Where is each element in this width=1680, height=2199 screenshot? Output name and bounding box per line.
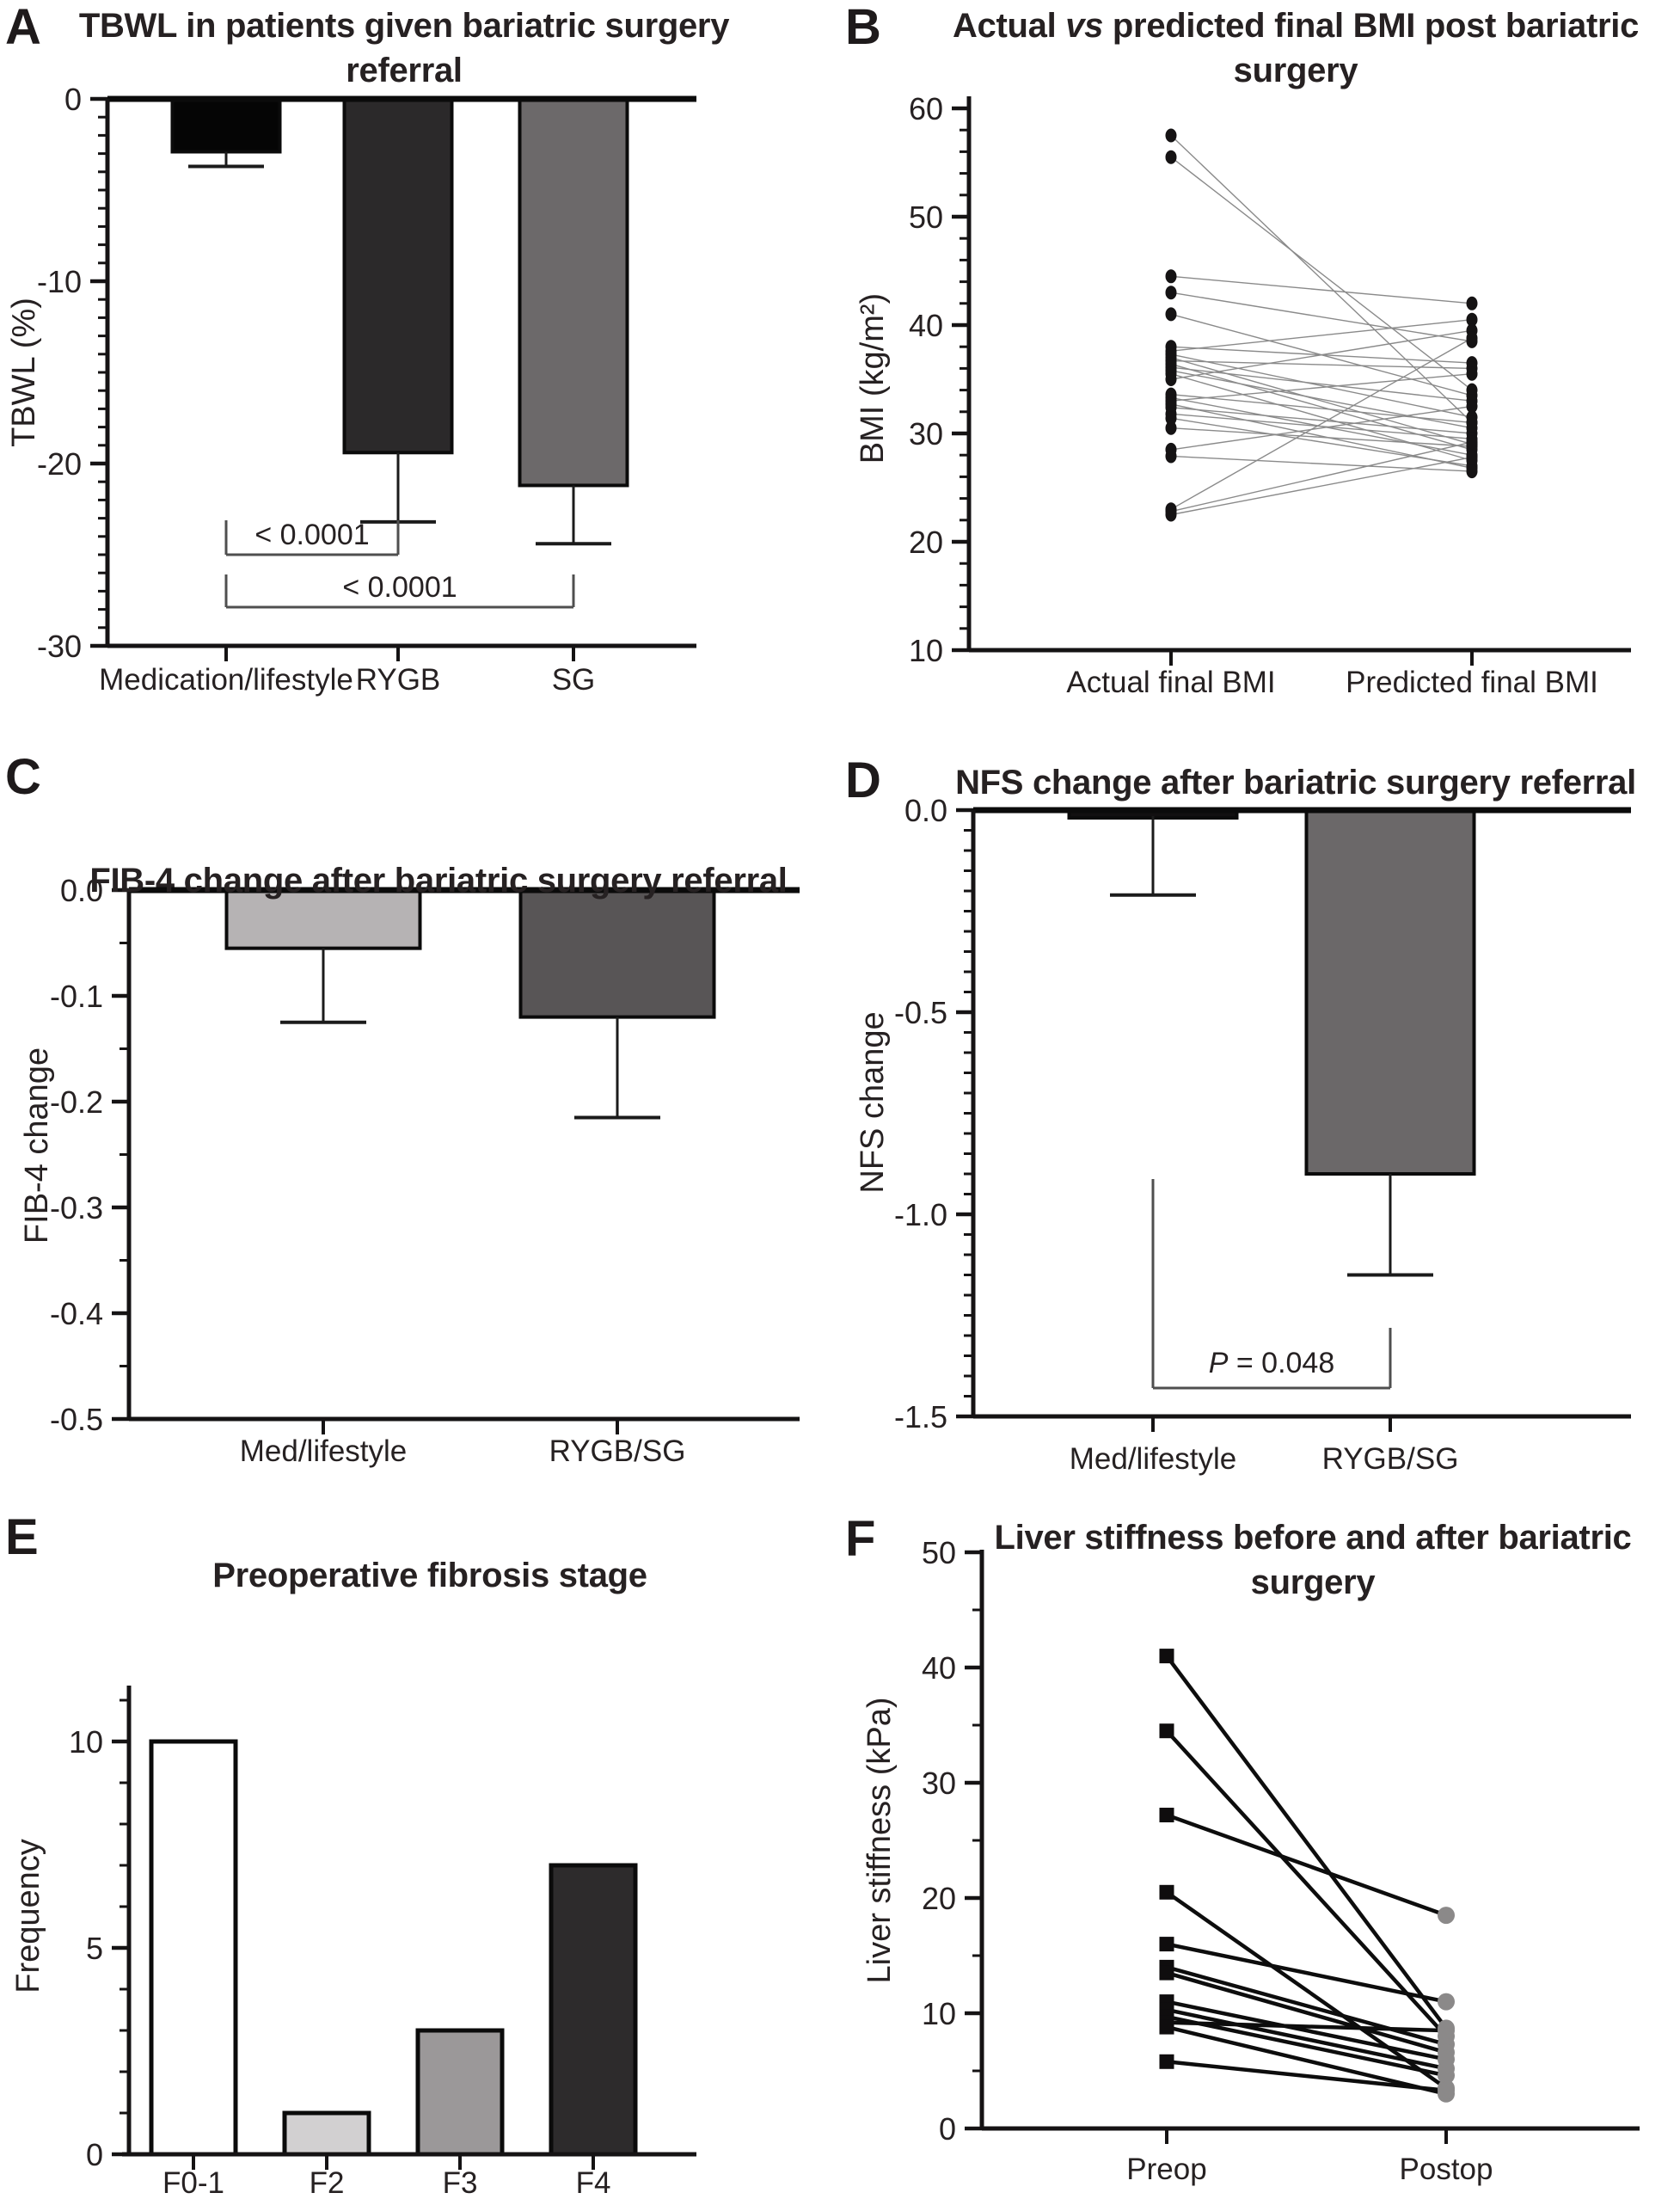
panel-c: C FIB-4 change after bariatric surgery r… [0, 733, 840, 1514]
svg-text:Preop: Preop [1126, 2153, 1206, 2186]
svg-text:0.0: 0.0 [904, 793, 947, 828]
vs-italic: vs [1065, 7, 1104, 45]
panel-b-title-line2: surgery [1233, 52, 1358, 89]
svg-text:50: 50 [922, 1535, 956, 1570]
panel-b-chart: 10 20 30 40 50 60 Actual final BMI Predicted fi… [855, 91, 1631, 699]
svg-text:50: 50 [909, 200, 943, 235]
svg-text:-30: -30 [37, 629, 82, 664]
svg-text:10: 10 [69, 1724, 103, 1760]
svg-text:0: 0 [86, 2137, 103, 2172]
svg-text:P = 0.048: P = 0.048 [1209, 1347, 1335, 1379]
panel-d-label: D [845, 752, 881, 808]
svg-text:RYGB: RYGB [356, 663, 441, 697]
panel-a-title-line2: referral [346, 52, 463, 89]
svg-text:Medication/lifestyle: Medication/lifestyle [99, 663, 353, 697]
panel-e: E Preoperative fibrosis stage 0 5 10 F0-1 F2… [0, 1509, 840, 2199]
svg-text:Med/lifestyle: Med/lifestyle [240, 1434, 408, 1468]
svg-text:F4: F4 [576, 2166, 611, 2199]
svg-text:0: 0 [939, 2111, 956, 2147]
svg-text:10: 10 [909, 633, 943, 668]
svg-text:< 0.0001: < 0.0001 [254, 519, 369, 551]
svg-text:Predicted final BMI: Predicted final BMI [1346, 666, 1598, 699]
panel-a-chart: 0 -10 -20 -30 Medication/lifestyle RYGB SG < 0.… [6, 82, 696, 697]
svg-text:TBWL (%): TBWL (%) [6, 298, 42, 447]
svg-text:Liver stiffness (kPa): Liver stiffness (kPa) [861, 1698, 898, 1984]
panel-c-chart: 0.0 -0.1 -0.2 -0.3 -0.4 -0.5 Med/lifestyle RYGB… [19, 873, 800, 1468]
svg-text:RYGB/SG: RYGB/SG [1322, 1442, 1459, 1476]
svg-text:40: 40 [922, 1650, 956, 1686]
svg-text:-20: -20 [37, 446, 82, 482]
svg-text:F0-1: F0-1 [162, 2166, 224, 2199]
svg-text:60: 60 [909, 91, 943, 126]
svg-text:-0.5: -0.5 [50, 1402, 103, 1437]
svg-text:Actual final BMI: Actual final BMI [1066, 666, 1275, 699]
panel-d-title: NFS change after bariatric surgery refer… [955, 764, 1636, 802]
svg-text:-0.4: -0.4 [50, 1296, 103, 1331]
svg-text:FIB-4 change: FIB-4 change [19, 1047, 55, 1244]
svg-text:5: 5 [86, 1931, 103, 1966]
panel-b-title-line1: Actual vs predicted final BMI post baria… [952, 7, 1640, 45]
svg-text:-0.3: -0.3 [50, 1190, 103, 1225]
svg-text:-0.5: -0.5 [894, 995, 947, 1030]
svg-text:40: 40 [909, 308, 943, 343]
svg-text:Postop: Postop [1400, 2153, 1493, 2186]
panel-e-title: Preoperative fibrosis stage [212, 1557, 647, 1594]
panel-f-label: F [845, 1511, 876, 1567]
svg-text:-1.0: -1.0 [894, 1197, 947, 1232]
svg-text:20: 20 [922, 1881, 956, 1916]
svg-text:< 0.0001: < 0.0001 [342, 571, 457, 604]
panel-f-title: Liver stiffness before and after bariatr… [994, 1519, 1632, 1601]
panel-e-chart: 0 5 10 F0-1 F2 F3 F4 Frequency [10, 1686, 696, 2199]
svg-text:F2: F2 [310, 2166, 345, 2199]
panel-a: A TBWL in patients given bariatric surge… [0, 0, 840, 733]
panel-c-title: FIB-4 change after bariatric surgery ref… [89, 862, 788, 900]
svg-text:BMI (kg/m²): BMI (kg/m²) [855, 293, 891, 464]
panel-b: B Actual vs predicted final BMI post bar… [840, 0, 1680, 733]
panel-d-chart: 0.0 -0.5 -1.0 -1.5 Med/lifestyle RYGB/SG P = 0… [855, 793, 1631, 1476]
svg-text:RYGB/SG: RYGB/SG [549, 1434, 686, 1468]
svg-text:F3: F3 [443, 2166, 478, 2199]
svg-text:0: 0 [64, 82, 82, 117]
svg-text:0.0: 0.0 [60, 873, 103, 908]
panel-c-label: C [5, 749, 41, 805]
svg-text:Frequency: Frequency [10, 1839, 46, 1993]
svg-text:-1.5: -1.5 [894, 1399, 947, 1434]
panel-f-chart: 0 10 20 30 40 50 Preop Postop Liver stiffness (k… [861, 1535, 1640, 2186]
svg-text:10: 10 [922, 1996, 956, 2031]
panel-b-label: B [845, 0, 881, 55]
svg-text:NFS change: NFS change [855, 1011, 891, 1193]
svg-text:30: 30 [922, 1766, 956, 1801]
svg-text:-0.2: -0.2 [50, 1084, 103, 1120]
panel-d: D NFS change after bariatric surgery ref… [840, 733, 1680, 1514]
svg-text:-0.1: -0.1 [50, 979, 103, 1014]
panel-a-label: A [5, 0, 41, 55]
panel-f: F Liver stiffness before and after baria… [840, 1514, 1680, 2199]
svg-text:SG: SG [552, 663, 596, 697]
svg-text:20: 20 [909, 525, 943, 560]
panel-a-title-line1: TBWL in patients given bariatric surgery [78, 7, 730, 45]
svg-text:30: 30 [909, 416, 943, 451]
panel-e-label: E [5, 1509, 39, 1565]
svg-text:Med/lifestyle: Med/lifestyle [1070, 1442, 1237, 1476]
svg-text:-10: -10 [37, 264, 82, 299]
